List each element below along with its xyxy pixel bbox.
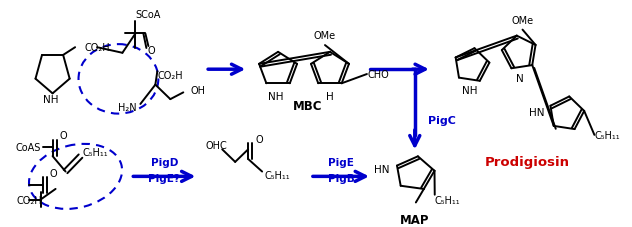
- Text: HN: HN: [529, 107, 545, 117]
- Text: CHO: CHO: [368, 70, 390, 80]
- Text: CO₂H: CO₂H: [16, 195, 42, 205]
- Text: NH: NH: [43, 95, 58, 105]
- Text: Prodigiosin: Prodigiosin: [485, 156, 570, 169]
- Text: CO₂H: CO₂H: [157, 71, 183, 81]
- Text: OMe: OMe: [511, 16, 533, 26]
- Text: OHC: OHC: [205, 140, 227, 150]
- Text: NH: NH: [462, 86, 477, 96]
- Text: HN: HN: [374, 164, 390, 174]
- Text: MBC: MBC: [293, 100, 323, 113]
- Text: NH: NH: [269, 92, 284, 102]
- Text: MAP: MAP: [400, 213, 430, 226]
- Text: CO₂H: CO₂H: [84, 43, 110, 53]
- Text: PigB: PigB: [327, 173, 355, 183]
- Text: N: N: [516, 74, 523, 84]
- Text: OH: OH: [190, 86, 205, 96]
- Text: C₅H₁₁: C₅H₁₁: [264, 171, 289, 181]
- Text: OMe: OMe: [314, 31, 336, 41]
- Text: PigD: PigD: [150, 157, 178, 167]
- Text: C₅H₁₁: C₅H₁₁: [83, 148, 108, 158]
- Text: H: H: [326, 92, 334, 102]
- Text: PigE: PigE: [328, 157, 354, 167]
- Text: C₅H₁₁: C₅H₁₁: [435, 196, 460, 206]
- Text: PigC: PigC: [428, 116, 456, 126]
- Text: H₂N: H₂N: [118, 102, 137, 112]
- Text: C₅H₁₁: C₅H₁₁: [594, 130, 620, 140]
- Text: SCoA: SCoA: [136, 10, 161, 20]
- Text: O: O: [49, 169, 58, 179]
- Text: CoAS: CoAS: [16, 143, 41, 153]
- Text: PigE?: PigE?: [149, 173, 180, 183]
- Text: O: O: [59, 130, 67, 140]
- Text: O: O: [255, 134, 263, 144]
- Text: O: O: [147, 46, 155, 56]
